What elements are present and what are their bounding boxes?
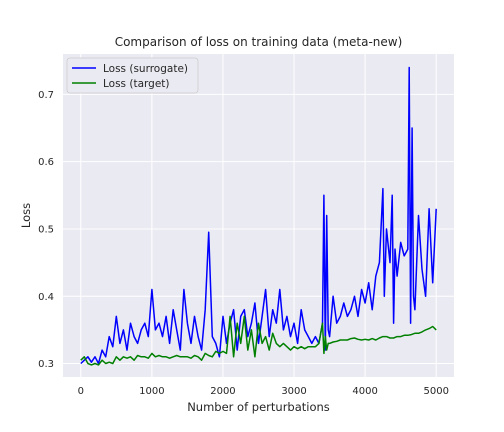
x-tick-label: 0	[78, 386, 84, 397]
y-axis-label: Loss	[19, 203, 33, 228]
x-tick-label: 1000	[139, 386, 164, 397]
y-tick-label: 0.6	[38, 157, 54, 168]
x-tick-label: 4000	[352, 386, 377, 397]
y-tick-label: 0.4	[38, 292, 54, 303]
x-tick-label: 2000	[210, 386, 235, 397]
chart-title: Comparison of loss on training data (met…	[115, 35, 403, 49]
x-tick-label: 3000	[281, 386, 306, 397]
y-tick-label: 0.3	[38, 359, 54, 370]
y-axis-ticks: 0.3 0.4 0.5 0.6 0.7	[38, 90, 54, 370]
y-tick-label: 0.5	[38, 224, 54, 235]
legend-label-target: Loss (target)	[103, 78, 170, 90]
x-tick-label: 5000	[424, 386, 449, 397]
x-axis-ticks: 0 1000 2000 3000 4000 5000	[78, 386, 449, 397]
legend-label-surrogate: Loss (surrogate)	[103, 63, 188, 75]
y-tick-label: 0.7	[38, 90, 54, 101]
legend: Loss (surrogate) Loss (target)	[67, 58, 198, 93]
x-axis-label: Number of perturbations	[187, 400, 330, 414]
